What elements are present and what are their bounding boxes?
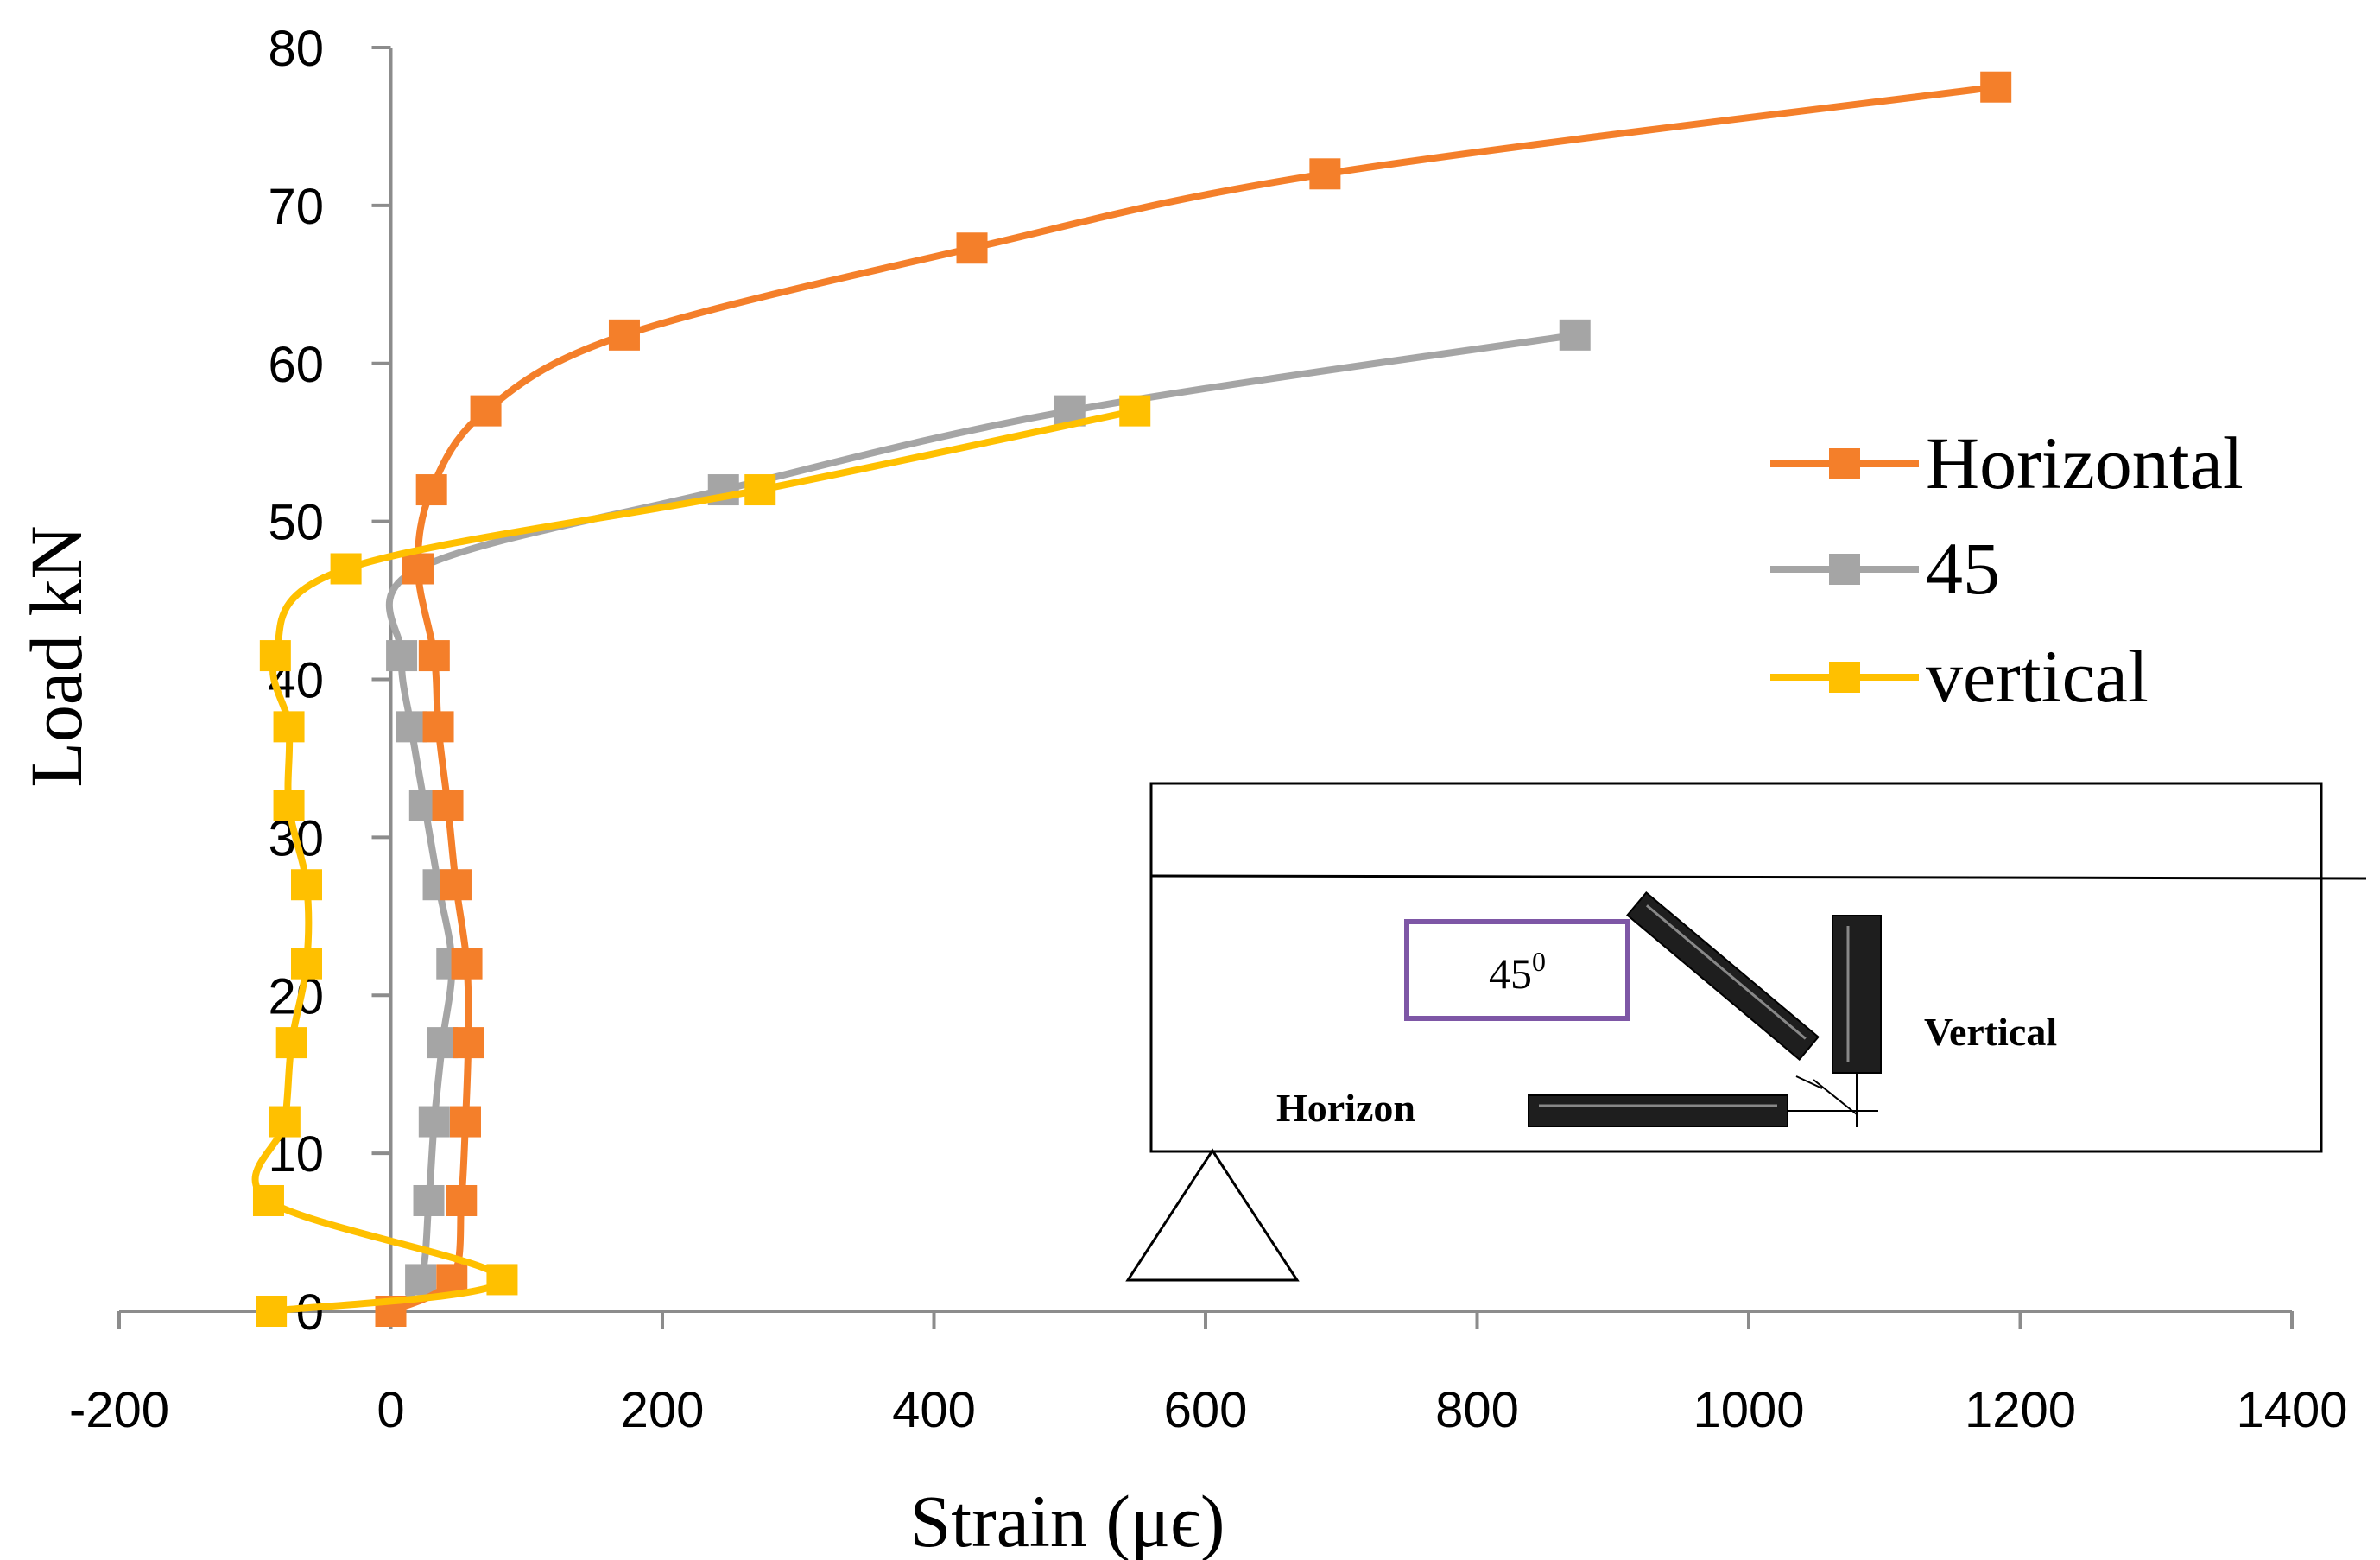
y-tick-label: 50	[268, 495, 324, 551]
beam-flange-line	[1150, 874, 2367, 880]
data-point	[449, 1106, 481, 1138]
angle-value: 45	[1489, 949, 1532, 998]
data-point	[440, 869, 472, 901]
angle-label-box	[1404, 919, 1630, 1021]
data-point	[256, 1296, 288, 1327]
data-point	[402, 553, 434, 585]
data-point	[330, 553, 362, 585]
data-point	[1309, 158, 1341, 190]
legend-item-45: 45	[1770, 527, 2000, 610]
x-axis-title: Strain (μϵ)	[909, 1480, 1225, 1560]
data-point	[956, 232, 988, 264]
data-point	[446, 1184, 478, 1216]
data-point	[259, 640, 291, 672]
data-point	[291, 869, 323, 901]
data-point	[418, 1106, 450, 1138]
y-tick-label: 80	[268, 21, 324, 77]
legend-swatch-marker	[1829, 554, 1860, 585]
legend: Horizontal 45 vertical	[1770, 422, 2244, 718]
horizon-gauge-label: Horizon	[1276, 1086, 1415, 1130]
data-point	[418, 640, 450, 672]
data-point	[273, 790, 305, 821]
x-tick-label: 200	[621, 1382, 705, 1438]
series-vertical	[251, 395, 1151, 1327]
legend-item-horizontal: Horizontal	[1770, 422, 2244, 504]
x-tick-label: 0	[377, 1382, 404, 1438]
y-tick-label: 70	[268, 179, 324, 235]
angle-degree: 0	[1532, 946, 1546, 977]
y-axis-title: Load kN	[15, 525, 98, 787]
data-point	[470, 395, 502, 427]
legend-swatch-marker	[1829, 662, 1860, 693]
legend-label: 45	[1926, 527, 2000, 610]
y-tick-label: 60	[268, 337, 324, 393]
x-tick-label: 800	[1435, 1382, 1519, 1438]
x-tick-label: 1200	[1965, 1382, 2076, 1438]
data-point	[744, 474, 776, 506]
data-point	[432, 790, 464, 821]
legend-item-vertical: vertical	[1770, 635, 2149, 718]
data-point	[252, 1184, 284, 1216]
series-line	[385, 331, 1576, 1315]
data-point	[1559, 319, 1591, 351]
data-point	[291, 948, 323, 980]
x-tick-label: -200	[69, 1382, 169, 1438]
x-axis-ticks: -200 0 200 400 600 800 1000 1200 1400	[69, 1311, 2348, 1438]
data-point	[386, 640, 418, 672]
gauge-vertical	[1832, 915, 1882, 1074]
data-point	[413, 1184, 445, 1216]
beam-outline	[1149, 782, 2323, 1153]
legend-label: vertical	[1926, 635, 2149, 718]
x-tick-label: 400	[892, 1382, 976, 1438]
series-horizontal	[375, 71, 2012, 1327]
data-point	[451, 948, 483, 980]
gauge-horizontal	[1528, 1094, 1788, 1127]
data-point	[1980, 71, 2012, 103]
angle-label: 450	[1489, 946, 1546, 998]
x-tick-label: 600	[1164, 1382, 1248, 1438]
data-point	[405, 1264, 437, 1296]
legend-swatch-marker	[1829, 448, 1860, 479]
gauge-layout-inset: 450 Vertical Horizon	[1125, 782, 2367, 1282]
series-45	[375, 319, 1591, 1327]
gauge-45	[1626, 891, 1820, 1061]
legend-label: Horizontal	[1926, 422, 2244, 504]
data-point	[415, 474, 447, 506]
vertical-gauge-label: Vertical	[1924, 1010, 2057, 1054]
data-point	[1119, 395, 1151, 427]
data-point	[453, 1027, 484, 1059]
data-point	[422, 711, 454, 743]
data-point	[273, 711, 305, 743]
x-tick-label: 1000	[1693, 1382, 1804, 1438]
data-point	[275, 1027, 307, 1059]
series-line	[389, 83, 1997, 1315]
data-point	[608, 319, 640, 351]
data-point	[486, 1264, 518, 1296]
series-line	[251, 407, 1136, 1315]
data-point	[396, 711, 427, 743]
series-layer	[251, 71, 2012, 1327]
data-point	[269, 1106, 301, 1138]
x-tick-label: 1400	[2236, 1382, 2347, 1438]
y-tick-label: 0	[296, 1284, 324, 1341]
support-triangle	[1125, 1148, 1300, 1282]
gauge-centre-marker	[1788, 1073, 1878, 1127]
